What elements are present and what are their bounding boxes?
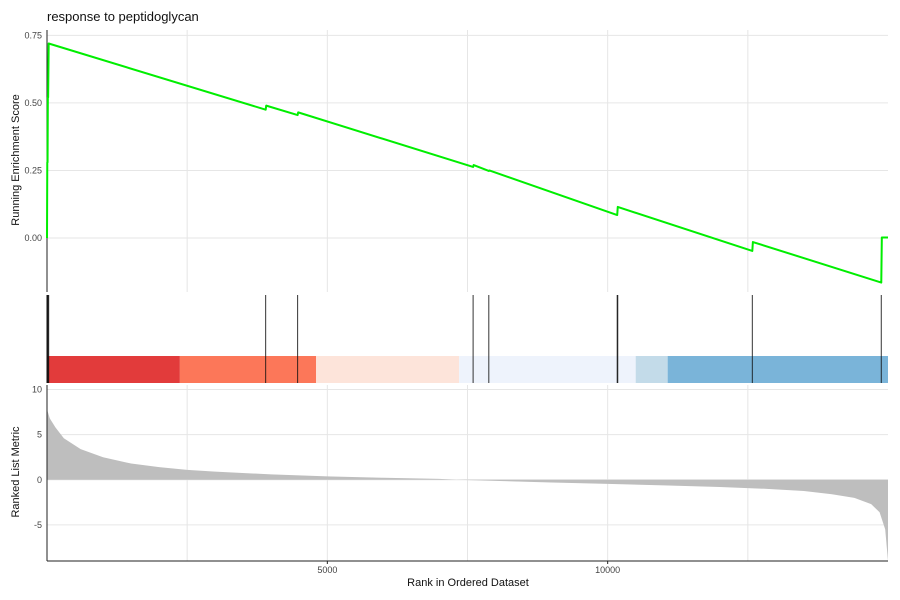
y-axis-label-enrichment: Running Enrichment Score — [10, 94, 22, 225]
y-tick-label: 10 — [32, 385, 42, 395]
y-tick-label: 0 — [37, 475, 42, 485]
x-axis: 5000 10000 — [317, 561, 620, 575]
y-tick-label: 0.00 — [24, 233, 42, 243]
x-tick-label: 10000 — [595, 565, 620, 575]
color-band — [459, 356, 636, 383]
x-tick-label: 5000 — [317, 565, 337, 575]
color-band — [667, 356, 888, 383]
gene-hits-panel — [46, 295, 888, 383]
ranked-metric-panel: -5 0 5 10 — [32, 385, 888, 562]
color-band — [179, 356, 317, 383]
color-band — [316, 356, 460, 383]
running-enrichment-panel: 0.00 0.25 0.50 0.75 — [24, 30, 888, 292]
y-tick-label: 5 — [37, 430, 42, 440]
chart-title: response to peptidoglycan — [47, 9, 199, 24]
ranked-metric-area — [47, 409, 888, 561]
enrichment-score-line — [46, 42, 888, 284]
y-tick-label: 0.50 — [24, 98, 42, 108]
y-tick-label: 0.75 — [24, 30, 42, 40]
color-band — [47, 356, 180, 383]
x-axis-label: Rank in Ordered Dataset — [407, 577, 529, 589]
color-band — [635, 356, 668, 383]
y-axis-label-metric: Ranked List Metric — [10, 426, 22, 518]
y-tick-label: 0.25 — [24, 165, 42, 175]
y-tick-label: -5 — [34, 520, 42, 530]
